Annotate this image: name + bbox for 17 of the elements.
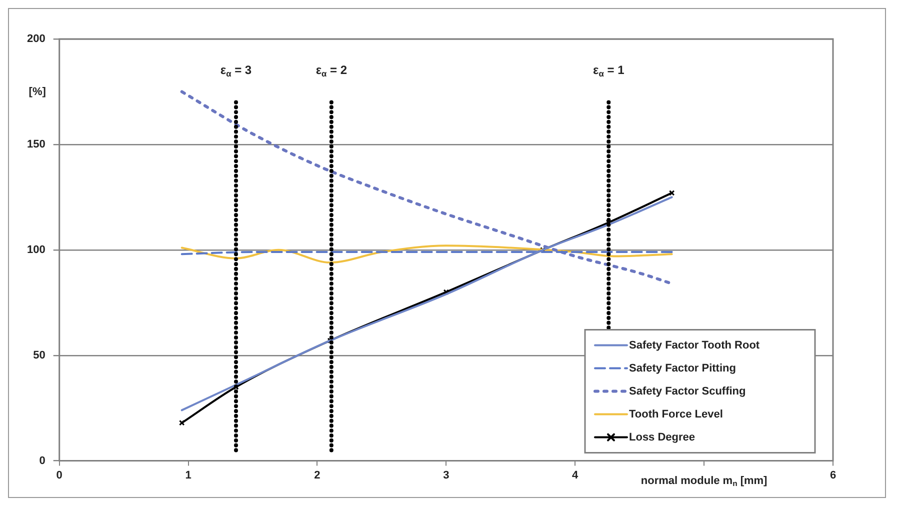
x-tick-label: 1: [185, 469, 192, 482]
x-tick-label: 0: [56, 469, 62, 482]
legend-label: Loss Degree: [629, 431, 696, 444]
legend-label: Safety Factor Tooth Root: [629, 339, 760, 352]
y-tick-label: 200: [26, 33, 46, 46]
x-tick-label: 3: [443, 469, 450, 482]
x-tick-label: 4: [572, 469, 580, 482]
x-tick-label: 2: [314, 469, 320, 482]
x-tick-label: 6: [830, 469, 836, 482]
legend-label: Tooth Force Level: [629, 408, 723, 420]
y-tick-label: 50: [33, 349, 46, 362]
legend-label: Safety Factor Pitting: [629, 362, 736, 374]
y-tick-label: 100: [26, 244, 46, 256]
y-axis-title: [%]: [28, 86, 46, 98]
y-tick-label: 0: [39, 454, 46, 467]
y-tick-label: 150: [26, 138, 46, 150]
legend-label: Safety Factor Scuffing: [629, 385, 746, 398]
